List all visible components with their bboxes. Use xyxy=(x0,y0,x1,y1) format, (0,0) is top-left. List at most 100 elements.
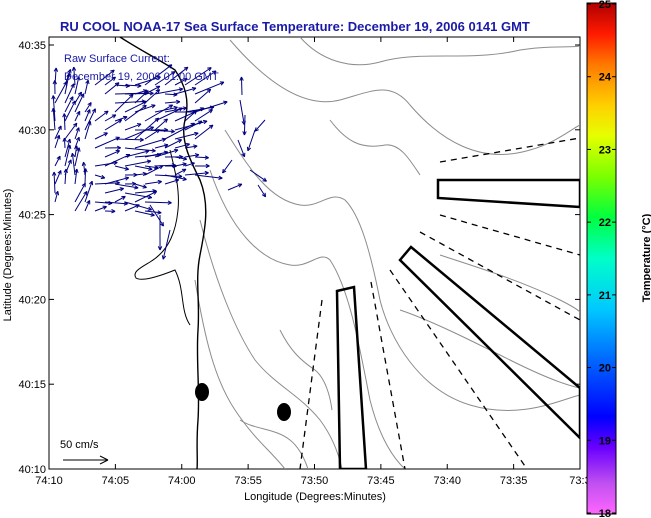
radar-beam-outlines xyxy=(335,178,580,469)
current-vector xyxy=(94,69,115,86)
current-vector xyxy=(154,107,183,122)
current-vector xyxy=(184,161,195,167)
current-vector xyxy=(84,102,92,113)
y-tick-label: 40:25 xyxy=(18,210,46,222)
current-vector xyxy=(154,71,176,86)
current-vector xyxy=(164,122,195,140)
current-vector xyxy=(124,126,154,140)
current-vector xyxy=(124,192,153,200)
current-vector xyxy=(257,184,267,198)
y-tick-label: 40:30 xyxy=(18,125,46,137)
current-vector xyxy=(124,104,147,122)
station-marker xyxy=(277,403,291,421)
current-vector xyxy=(144,64,173,86)
contour-line xyxy=(399,309,580,389)
current-vector xyxy=(104,201,128,206)
current-vector xyxy=(62,137,67,149)
current-vector xyxy=(64,122,78,140)
dashed-beam xyxy=(370,281,406,469)
current-vector xyxy=(104,187,124,194)
current-vector xyxy=(134,75,161,86)
x-tick-label: 74:05 xyxy=(102,475,130,487)
current-vector xyxy=(70,152,76,176)
current-vector xyxy=(74,190,88,212)
coastline xyxy=(119,37,207,469)
current-annotation-line2: December 19, 2006 01:00 GMT xyxy=(64,71,219,83)
current-vector xyxy=(74,127,80,140)
current-vector xyxy=(124,91,154,96)
current-vector xyxy=(174,131,199,140)
current-vector xyxy=(134,117,160,140)
current-vector xyxy=(74,168,79,185)
contour-line xyxy=(229,39,580,155)
contour-line xyxy=(194,279,286,469)
contour-line xyxy=(299,37,580,66)
current-vector xyxy=(134,137,167,149)
contour-line xyxy=(329,119,421,176)
contour-line xyxy=(279,329,333,411)
current-vector xyxy=(94,132,108,140)
current-vector xyxy=(51,107,56,131)
current-vector xyxy=(74,76,81,95)
coastline-inner xyxy=(134,149,191,326)
current-vector xyxy=(184,144,198,149)
scale-vector-label: 50 cm/s xyxy=(60,439,99,451)
surface-current-vectors xyxy=(51,64,267,260)
current-vector xyxy=(154,105,178,113)
current-vector xyxy=(154,148,179,158)
current-vector xyxy=(124,100,147,113)
current-vector xyxy=(84,200,91,212)
current-vector xyxy=(74,110,81,122)
current-vector xyxy=(249,169,267,182)
colorbar-tick-label: 22 xyxy=(599,217,611,229)
y-tick-label: 40:20 xyxy=(18,294,46,306)
contour-line xyxy=(439,254,580,313)
current-vector xyxy=(194,109,213,122)
current-vector xyxy=(104,114,117,122)
y-tick-label: 40:10 xyxy=(18,464,46,476)
current-vector xyxy=(227,183,243,191)
colorbar-tick-label: 20 xyxy=(599,363,611,375)
radar-dashed-beams xyxy=(299,137,580,469)
x-axis-label: Longitude (Degrees:Minutes) xyxy=(244,491,386,503)
current-vector xyxy=(74,136,80,149)
current-vector xyxy=(222,159,233,174)
current-vector xyxy=(74,93,85,113)
current-vector xyxy=(184,67,212,86)
current-vector xyxy=(164,99,181,105)
current-vector xyxy=(104,82,120,95)
current-vector xyxy=(239,76,244,96)
current-vector xyxy=(114,137,144,142)
beam-outline xyxy=(436,178,580,209)
current-vector xyxy=(54,81,68,104)
current-vector xyxy=(62,113,67,131)
current-vector xyxy=(184,170,209,176)
current-vector xyxy=(64,144,72,167)
current-vector xyxy=(174,78,188,86)
current-vector xyxy=(161,229,171,260)
current-vector xyxy=(114,195,126,203)
current-vector xyxy=(194,70,217,86)
current-vector xyxy=(64,100,76,122)
current-vector xyxy=(164,178,180,185)
current-vector xyxy=(74,182,86,203)
contour-line xyxy=(199,219,343,469)
current-vector xyxy=(144,210,162,215)
current-vector xyxy=(144,179,162,185)
current-vector xyxy=(84,180,94,203)
current-vector xyxy=(94,136,120,149)
current-vector xyxy=(71,66,77,86)
current-vector xyxy=(254,119,266,132)
colorbar-ticks: 25 24 23 22 21 20 19 18 xyxy=(587,0,616,518)
figure-title: RU COOL NOAA-17 Sea Surface Temperature:… xyxy=(60,19,530,34)
current-vector xyxy=(54,190,60,203)
current-vector xyxy=(84,79,90,95)
current-vector xyxy=(246,129,256,152)
current-vector xyxy=(134,190,158,203)
y-axis-label: Latitude (Degrees:Minutes) xyxy=(2,189,14,322)
x-tick-label: 73:40 xyxy=(433,475,461,487)
current-vector xyxy=(184,110,198,122)
current-vector xyxy=(64,83,75,104)
current-vector xyxy=(194,81,225,95)
dashed-beam xyxy=(439,137,580,163)
